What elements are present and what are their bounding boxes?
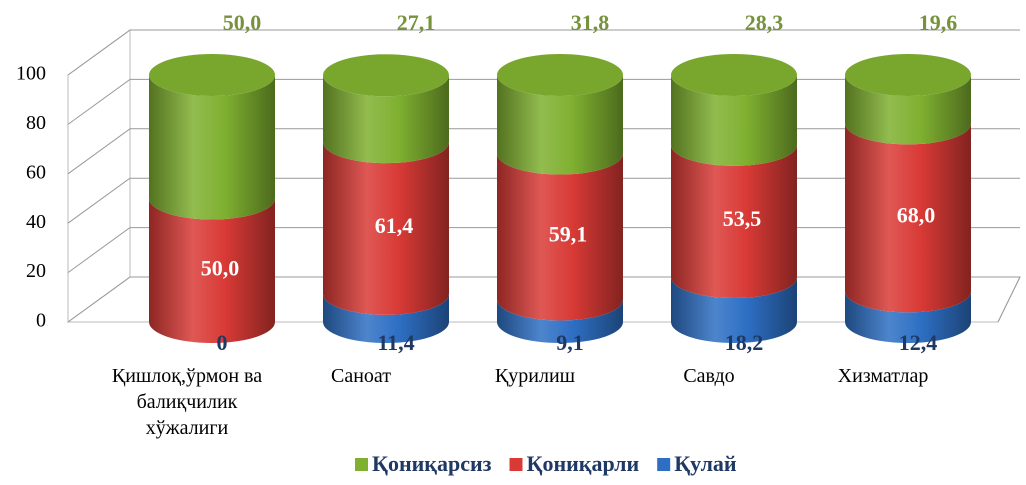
data-label: 61,4 (375, 213, 414, 238)
grid-line (67, 29, 1020, 76)
y-tick-label: 60 (26, 161, 46, 183)
bar-segment (149, 75, 275, 220)
data-label: 11,4 (377, 330, 414, 355)
bar-segment (323, 293, 449, 343)
data-label: 18,2 (725, 330, 764, 355)
data-label: 53,5 (723, 206, 762, 231)
bar-segment (671, 75, 797, 166)
bar-segment (497, 153, 623, 321)
y-tick-label: 100 (16, 63, 46, 85)
bar-top (497, 54, 623, 96)
bar-top (323, 54, 449, 97)
floor-edge (997, 276, 1021, 323)
legend-swatch (657, 458, 671, 471)
data-label: 9,1 (556, 330, 584, 355)
y-tick-label: 0 (36, 310, 46, 332)
bar-segment (671, 277, 797, 343)
bar-segment (323, 142, 449, 315)
data-label: 50,0 (201, 255, 240, 280)
data-label: 68,0 (897, 202, 936, 227)
legend-label: Қониқарсиз (372, 451, 492, 476)
data-label: 0 (217, 330, 228, 355)
bar-segment (497, 299, 623, 343)
legend-label: Қулай (674, 451, 737, 476)
bar-segment (497, 75, 623, 175)
bar-top (845, 54, 971, 96)
bar-top (671, 54, 797, 96)
y-tick-label: 80 (26, 112, 46, 134)
legend-swatch (355, 458, 368, 471)
data-label: 31,8 (571, 10, 610, 35)
bar-segment (845, 123, 971, 313)
data-label: 27,1 (397, 10, 436, 35)
legend-swatch (509, 458, 523, 471)
axis-wall (67, 29, 131, 322)
data-label: 12,4 (899, 330, 938, 355)
x-tick-label: Хизматлар (837, 365, 929, 387)
x-tick-label: Саноат (330, 365, 392, 387)
bar-top (149, 54, 275, 96)
bar-segment (323, 75, 449, 164)
x-tick-label: Қишлоқ,ўрмон ва балиқчилик хўжалиги (111, 365, 263, 439)
data-label: 59,1 (549, 222, 588, 247)
bar-segment (149, 198, 275, 343)
data-label: 19,6 (919, 10, 958, 35)
x-tick-label: Қурилиш (494, 365, 576, 387)
bar-segment (671, 144, 797, 299)
data-label: 28,3 (745, 10, 784, 35)
legend-label: Қониқарли (527, 451, 640, 476)
bar-segment (845, 291, 971, 343)
data-label: 50,0 (223, 10, 262, 35)
bar-segment (845, 75, 971, 145)
x-tick-label: Савдо (683, 365, 735, 387)
y-tick-label: 20 (26, 260, 46, 282)
y-tick-label: 40 (26, 211, 46, 233)
